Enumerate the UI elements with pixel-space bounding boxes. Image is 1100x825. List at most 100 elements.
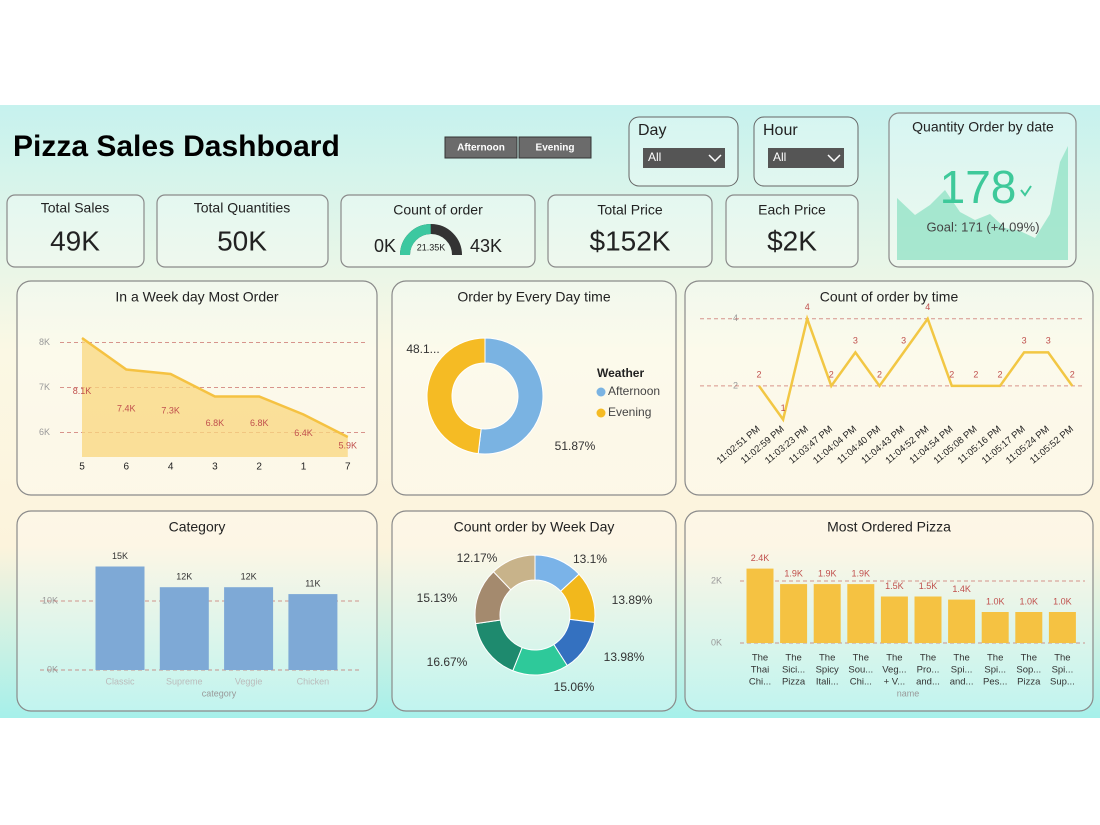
data-label: 2.4K (751, 553, 770, 563)
chart-title: Count of order by time (820, 289, 959, 305)
card-box (6, 194, 145, 268)
bar (780, 584, 808, 643)
filter-button[interactable]: Afternoon (444, 136, 518, 159)
donut-slice (477, 337, 544, 455)
data-label: 1.5K (885, 581, 904, 591)
dropdown[interactable] (768, 148, 844, 168)
check-icon (1020, 185, 1032, 197)
data-label: 2 (756, 369, 761, 379)
data-label: 1.0K (1053, 596, 1072, 606)
data-label: 6.8K (250, 418, 269, 428)
data-label: 1.4K (952, 584, 971, 594)
card-box (547, 194, 713, 268)
data-label: 3 (853, 336, 858, 346)
line (757, 314, 1074, 423)
x-tick-label: The (752, 653, 768, 664)
x-tick-label: Supreme (166, 676, 203, 686)
x-tick-label: The (920, 653, 936, 664)
x-tick-label: and... (916, 677, 940, 688)
data-label: 2 (949, 369, 954, 379)
x-axis-title: category (202, 688, 237, 698)
x-tick-label: Pro... (917, 665, 940, 676)
button-label[interactable]: Afternoon (457, 143, 505, 154)
chart-title: In a Week day Most Order (115, 289, 278, 305)
y-tick-label: 2K (711, 575, 722, 585)
button-face[interactable] (444, 136, 518, 159)
bar (914, 596, 942, 643)
bar (1048, 612, 1076, 643)
data-label: 15.06% (554, 680, 595, 694)
bar (813, 584, 841, 643)
data-label: 16.67% (427, 655, 468, 669)
x-tick-label: The (785, 653, 801, 664)
bar (95, 566, 145, 670)
button-label[interactable]: Evening (536, 143, 575, 154)
data-label: 6.8K (206, 418, 225, 428)
data-label: 13.98% (604, 650, 645, 664)
gauge-value: 21.35K (417, 242, 446, 252)
x-tick-label: The (987, 653, 1003, 664)
bar (880, 596, 908, 643)
data-label: 1.5K (919, 581, 938, 591)
bar (224, 587, 274, 670)
bar (948, 599, 976, 643)
bar (847, 584, 875, 643)
data-label: 2 (1070, 369, 1075, 379)
x-axis-title: name (897, 688, 920, 698)
kpi-value: 178 (940, 161, 1017, 213)
data-label: 6.4K (294, 428, 313, 438)
dashboard-title: Pizza Sales Dashboard (13, 130, 340, 163)
data-label: 51.87% (555, 439, 596, 453)
x-tick-label: Sou... (848, 665, 873, 676)
chart-title: Category (169, 519, 226, 535)
dropdown-value[interactable]: All (773, 150, 786, 164)
kpi-value: $2K (767, 225, 817, 256)
x-tick-label: + V... (884, 677, 906, 688)
x-tick-label: Pizza (782, 677, 806, 688)
x-tick-label: Pes... (983, 677, 1007, 688)
x-tick-label: and... (950, 677, 974, 688)
data-label: 5.9K (339, 440, 358, 450)
gauge-min: 0K (374, 236, 396, 256)
card-box (725, 194, 859, 268)
kpi-value: $152K (590, 225, 671, 256)
x-tick-label: Spi... (951, 665, 973, 676)
x-tick-label: Sici... (782, 665, 805, 676)
button-face[interactable] (518, 136, 592, 159)
x-tick-label: Thai (751, 665, 769, 676)
filter-button[interactable]: Evening (518, 136, 592, 159)
x-tick-label: Veggie (235, 676, 263, 686)
chart-title: Count order by Week Day (454, 519, 615, 535)
dropdown-chevron[interactable] (708, 154, 722, 163)
slicer-label: Day (638, 122, 666, 139)
sparkline-area (897, 146, 1068, 260)
data-label: 1.0K (1020, 596, 1039, 606)
kpi-label: Total Price (597, 202, 663, 218)
legend-swatch (596, 387, 606, 397)
data-label: 4 (805, 302, 810, 312)
dropdown[interactable] (643, 148, 725, 168)
x-tick-label: Chi... (850, 677, 872, 688)
gauge-card: Count of order 0K 43K 21.35K (340, 194, 536, 268)
y-tick-label: 2 (733, 380, 738, 390)
x-tick-label: Chicken (297, 676, 330, 686)
bar (746, 568, 774, 643)
data-label: 12.17% (457, 551, 498, 565)
kpi-label: Count of order (393, 202, 483, 218)
slicer: Hour All (753, 116, 859, 187)
bar (159, 587, 209, 670)
data-label: 2 (997, 369, 1002, 379)
data-label: 8.1K (73, 386, 92, 396)
x-tick-label: 7 (345, 462, 351, 473)
slicer-label: Hour (763, 122, 798, 139)
goal-card: Quantity Order by date 178 Goal: 171 (+4… (888, 112, 1077, 268)
data-label: 1.9K (852, 568, 871, 578)
data-label: 1 (781, 403, 786, 413)
dropdown-chevron[interactable] (827, 154, 841, 163)
area-line (81, 336, 349, 439)
data-label: 3 (901, 336, 906, 346)
x-tick-label: Spi... (984, 665, 1006, 676)
x-tick-label: The (953, 653, 969, 664)
dropdown-value[interactable]: All (648, 150, 661, 164)
data-label: 48.1... (406, 342, 439, 356)
